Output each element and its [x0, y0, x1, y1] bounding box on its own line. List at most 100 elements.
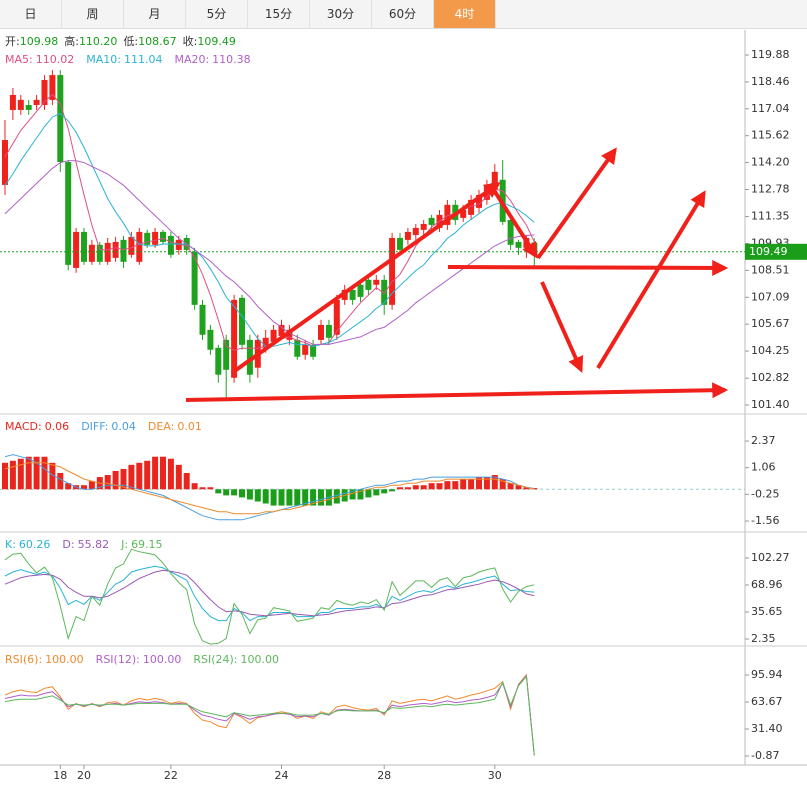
macd-bar	[491, 475, 498, 490]
candle-body	[191, 251, 198, 305]
period-tab[interactable]: 60分	[372, 0, 434, 28]
legend-name: DIFF:	[81, 420, 108, 433]
indicator-line	[4, 548, 535, 645]
macd-bar	[294, 489, 301, 506]
period-tab[interactable]: 月	[124, 0, 186, 28]
macd-bar	[231, 489, 238, 496]
candle-body	[278, 324, 285, 336]
macd-bar	[420, 485, 427, 490]
macd-bar	[483, 477, 490, 490]
macd-bar	[215, 489, 222, 494]
candle-body	[17, 99, 24, 110]
candle-body	[33, 99, 40, 106]
indicator-legend: RSI(6): 100.00 RSI(12): 100.00 RSI(24): 100.0…	[5, 653, 279, 666]
candle-body	[373, 279, 380, 285]
candle-body	[128, 236, 135, 255]
quote-value: 109.98	[20, 35, 59, 48]
candle-body	[41, 80, 48, 106]
y-tick-label: 35.65	[751, 605, 783, 618]
candle-body	[468, 199, 475, 215]
macd-bar	[389, 489, 396, 492]
arrow	[488, 182, 538, 259]
macd-bar	[523, 487, 530, 490]
period-tab[interactable]: 周	[62, 0, 124, 28]
y-tick-label: 101.40	[751, 398, 790, 411]
period-tab[interactable]: 4时	[434, 0, 496, 28]
y-tick-label: 68.96	[751, 578, 783, 591]
candle-body	[318, 324, 324, 340]
candle-body	[136, 231, 143, 262]
legend-name: D:	[62, 538, 74, 551]
annotation-arrows	[185, 147, 729, 402]
macd-bar	[183, 473, 190, 490]
y-tick-label: 104.25	[751, 344, 790, 357]
candle-body	[428, 217, 435, 225]
macd-bar	[223, 489, 230, 496]
candle-body	[286, 329, 293, 340]
legend-value: 100.00	[45, 653, 84, 666]
candle-body	[491, 171, 498, 190]
period-tab[interactable]: 日	[0, 0, 62, 28]
arrow	[185, 382, 729, 402]
macd-bar	[88, 481, 95, 490]
indicator-line	[4, 160, 535, 345]
legend-value: 100.00	[143, 653, 182, 666]
indicator-legend: K: 60.26 D: 55.82 J: 69.15	[5, 538, 163, 551]
candle-body	[357, 284, 364, 297]
y-tick-label: 63.67	[751, 695, 783, 708]
period-tab[interactable]: 5分	[186, 0, 248, 28]
candle-body	[104, 242, 111, 262]
x-tick-label: 24	[275, 769, 289, 782]
candle-body	[57, 75, 64, 163]
candle-body	[246, 339, 253, 375]
macd-bar	[254, 489, 261, 502]
candle-body	[262, 337, 269, 348]
y-tick-label: 117.04	[751, 102, 790, 115]
candle-body	[2, 140, 8, 185]
macd-bar	[17, 458, 24, 490]
macd-bar	[136, 462, 143, 490]
legend-name: MACD:	[5, 420, 42, 433]
candle-body	[120, 239, 127, 262]
macd-bar	[428, 483, 435, 490]
y-tick-label: 118.46	[751, 75, 790, 88]
macd-bar	[33, 456, 40, 490]
macd-bar	[499, 479, 506, 490]
macd-bar	[507, 483, 514, 490]
legend-value: 110.02	[36, 53, 75, 66]
indicator-line	[4, 569, 535, 617]
candle-body	[460, 209, 467, 218]
quote-name: 收:	[183, 34, 198, 48]
macd-bar	[444, 481, 451, 490]
macd-bar	[397, 487, 403, 490]
indicator-line	[4, 675, 535, 756]
candle-body	[175, 239, 182, 250]
macd-bar	[365, 489, 372, 498]
x-tick-label: 30	[488, 769, 502, 782]
legend-value: 110.38	[212, 53, 251, 66]
candle-body	[96, 244, 103, 262]
candle-body	[444, 204, 451, 225]
legend-value: 0.06	[45, 420, 70, 433]
period-tab[interactable]: 30分	[310, 0, 372, 28]
quote-name: 开:	[5, 35, 20, 48]
macd-bar	[104, 475, 111, 490]
legend-value: 60.26	[19, 538, 51, 551]
macd-bar	[207, 487, 214, 490]
last-price-label: 109.49	[749, 245, 788, 258]
candle-body	[112, 241, 119, 258]
macd-bar	[302, 489, 309, 506]
quote-value: 109.49	[197, 35, 236, 48]
candle-body	[333, 299, 340, 335]
x-tick-label: 20	[77, 769, 91, 782]
y-tick-label: 2.35	[751, 632, 776, 645]
legend-value: 0.04	[111, 420, 136, 433]
y-tick-label: 95.94	[751, 668, 783, 681]
macd-bar	[270, 489, 277, 506]
y-tick-label: 119.88	[751, 48, 790, 61]
candle-body	[167, 235, 174, 255]
macd-bar	[81, 485, 87, 490]
period-tab[interactable]: 15分	[248, 0, 310, 28]
